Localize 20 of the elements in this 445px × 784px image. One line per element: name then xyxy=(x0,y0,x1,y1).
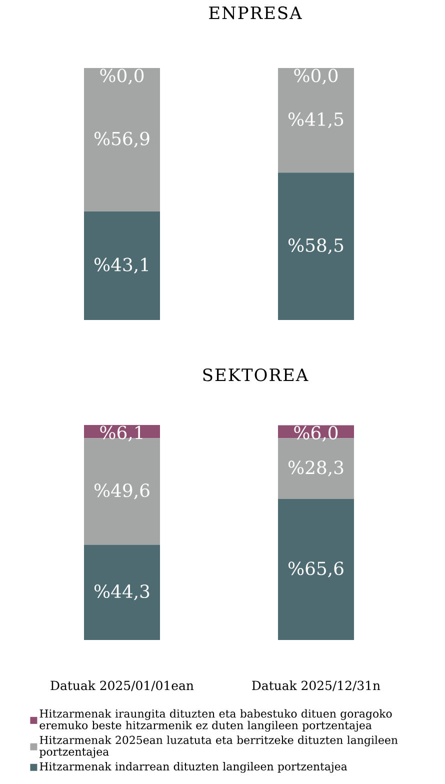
bar xyxy=(278,498,354,640)
legend-label: Hitzarmenak 2025ean luzatuta eta berritzeke dituzten langileen portzentajea xyxy=(40,736,398,758)
x-tick-label: Datuak 2025/12/31n xyxy=(252,680,380,692)
chart-title: SEKTOREA xyxy=(203,368,308,382)
data-label: %56,9 xyxy=(94,132,150,148)
x-tick-label: Datuak 2025/01/01ean xyxy=(50,680,194,692)
data-label: %49,6 xyxy=(94,484,150,500)
data-label: %43,1 xyxy=(94,258,148,274)
legend-label: Hitzarmenak indarrean dituzten langileen portzentajea xyxy=(40,762,348,773)
data-label: %58,5 xyxy=(288,238,344,254)
bar xyxy=(84,544,160,640)
chart-title: ENPRESA xyxy=(209,6,302,20)
data-label: %44,3 xyxy=(94,584,150,600)
data-label: %0,0 xyxy=(100,68,144,84)
data-label: %41,5 xyxy=(288,112,344,128)
data-label: %65,6 xyxy=(288,562,344,578)
data-label: %0,0 xyxy=(294,68,338,84)
data-label: %28,3 xyxy=(288,460,344,476)
legend-label: Hitzarmenak iraungita dituzten eta babestuko dituen goragoko eremuko beste hitzarmenik ez duten langileen portzentajea xyxy=(40,709,392,732)
data-label: %6,1 xyxy=(100,426,142,442)
